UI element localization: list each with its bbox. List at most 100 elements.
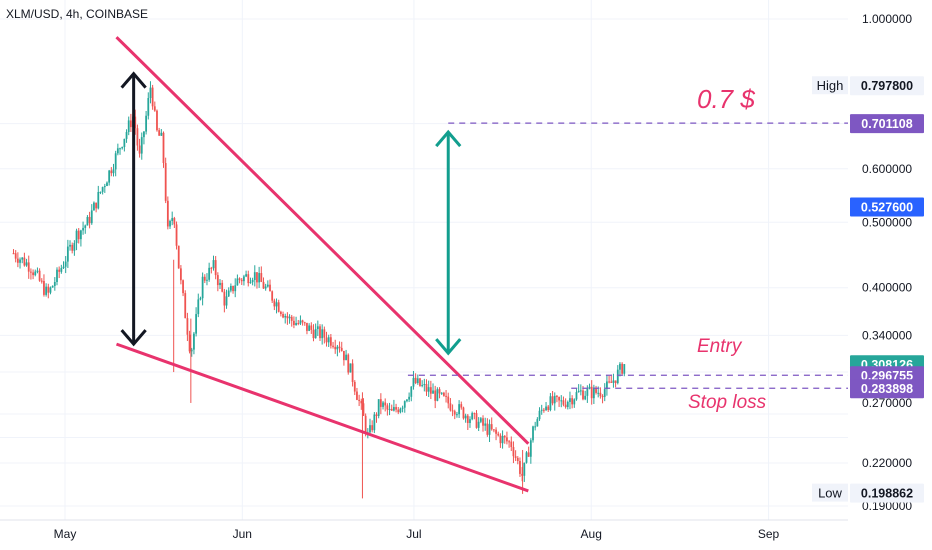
candle-body	[210, 267, 213, 269]
candle-body	[212, 260, 215, 269]
candle-body	[562, 400, 565, 405]
candle-body	[495, 429, 497, 434]
candle-body	[336, 346, 339, 350]
candle-body	[43, 281, 45, 295]
candle-body	[293, 320, 295, 326]
candle-body	[149, 87, 152, 99]
candle-body	[71, 244, 74, 251]
candle-body	[288, 316, 291, 319]
candle-body	[221, 282, 224, 292]
candle-body	[262, 281, 265, 289]
candle-body	[86, 216, 89, 226]
candle-body	[401, 407, 404, 409]
candle-body	[225, 296, 228, 306]
candle-body	[547, 406, 550, 410]
candle-body	[540, 409, 543, 411]
candle-body	[451, 410, 454, 412]
candle-body	[545, 406, 547, 411]
candle-body	[45, 286, 48, 295]
symbol-title: XLM/USD, 4h, COINBASE	[6, 7, 149, 21]
candle-body	[414, 377, 417, 384]
candle-body	[90, 210, 93, 224]
candle-body	[308, 325, 311, 331]
candle-body	[329, 337, 332, 346]
candle-body	[73, 243, 76, 251]
candle-body	[395, 407, 397, 410]
candle-body	[371, 425, 374, 431]
candle-body	[314, 329, 317, 339]
candle-body	[343, 350, 345, 361]
candle-body	[143, 131, 145, 138]
candle-body	[558, 396, 560, 401]
candle-body	[488, 424, 491, 435]
candle-body	[406, 399, 408, 402]
candle-body	[227, 290, 230, 297]
candle-body	[503, 435, 506, 438]
candle-body	[34, 271, 37, 276]
target-arrow-head-bottom	[435, 338, 462, 356]
candle-body	[177, 245, 180, 269]
candle-body	[271, 291, 274, 301]
candle-body	[264, 286, 267, 289]
candle-body	[601, 396, 604, 398]
y-tick-label: 0.600000	[862, 162, 912, 176]
low-tag-bg	[850, 483, 924, 503]
candle-body	[275, 302, 278, 307]
candle-body	[160, 132, 163, 136]
candle-body	[203, 276, 206, 281]
candle-body	[538, 410, 541, 420]
candle-body	[434, 390, 437, 401]
candle-body	[456, 414, 458, 416]
candle-body	[206, 279, 208, 281]
candle-body	[364, 415, 367, 433]
candle-body	[436, 389, 439, 401]
height-arrow-head-bottom	[120, 329, 147, 347]
blue-tag-value: 0.527600	[861, 201, 913, 215]
candle-body	[423, 384, 426, 386]
candle-body	[232, 285, 234, 292]
stop-tag: 0.283898	[850, 379, 924, 399]
candle-body	[66, 246, 69, 262]
candle-body	[445, 395, 447, 397]
candle-body	[256, 272, 258, 283]
candle-body	[469, 419, 471, 424]
high-tag-bg	[850, 76, 924, 96]
candle-body	[286, 315, 289, 319]
candle-body	[253, 272, 256, 280]
lower-trendline	[115, 342, 529, 493]
candle-body	[16, 258, 19, 263]
candle-body	[388, 408, 391, 410]
candle-body	[295, 323, 297, 326]
candle-body	[140, 137, 143, 154]
candle-body	[258, 273, 261, 283]
candle-body	[447, 396, 450, 404]
candle-body	[534, 426, 537, 428]
candle-body	[410, 386, 413, 397]
candle-body	[516, 457, 519, 462]
candle-body	[93, 202, 95, 211]
stop-tag-bg	[850, 379, 924, 399]
candle-body	[234, 285, 237, 292]
target-tag-value: 0.701108	[861, 117, 912, 131]
candle-body	[577, 390, 580, 393]
candle-body	[310, 325, 313, 330]
low-tag-label-bg	[812, 483, 848, 502]
time-axis[interactable]: May Jun Jul Aug Sep	[0, 519, 848, 541]
candle-body	[356, 391, 358, 400]
candle-body	[112, 169, 115, 174]
candle-body	[223, 291, 226, 306]
y-tick-label: 0.270000	[862, 396, 912, 410]
candle-body	[21, 257, 24, 260]
candle-body	[127, 120, 130, 133]
candle-body	[110, 170, 113, 174]
candle-body	[282, 314, 284, 318]
high-tag-label-bg	[812, 76, 848, 95]
candle-body	[384, 402, 387, 406]
candle-body	[484, 423, 487, 426]
x-tick-label: Aug	[581, 527, 602, 541]
candle-body	[479, 418, 482, 422]
candle-body	[38, 270, 41, 281]
candle-body	[319, 326, 321, 339]
candle-body	[64, 261, 67, 267]
candle-body	[53, 282, 56, 286]
